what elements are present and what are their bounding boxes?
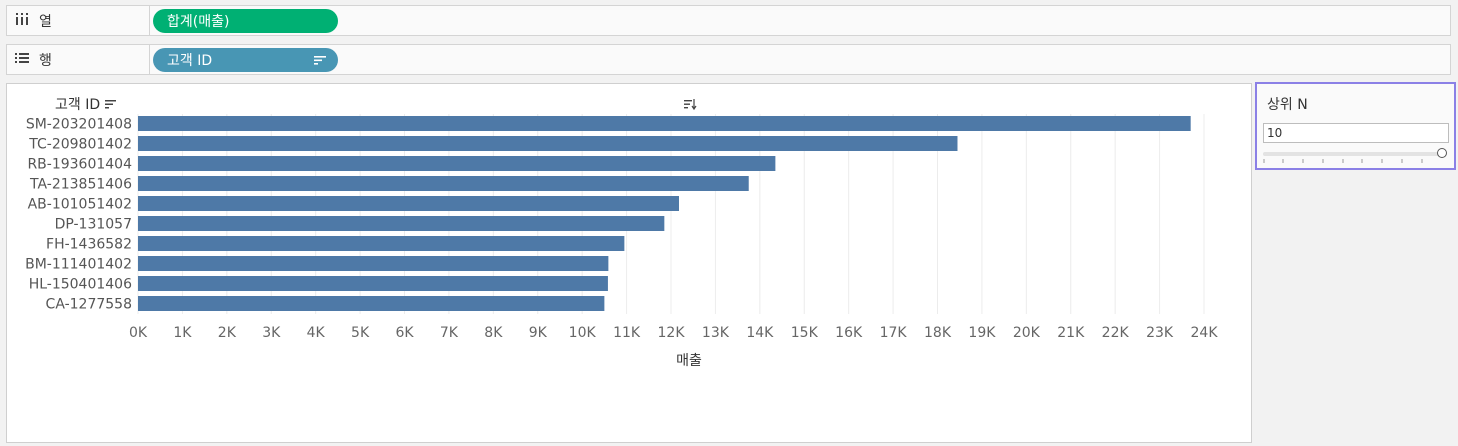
x-tick-label: 22K (1102, 325, 1130, 341)
customer-id-pill-label: 고객 ID (167, 53, 213, 69)
category-label: BM-111401402 (25, 257, 132, 273)
x-tick-label: 20K (1013, 325, 1041, 341)
x-tick-label: 14K (746, 325, 774, 341)
x-tick-label: 6K (395, 325, 414, 341)
x-tick-label: 17K (880, 325, 908, 341)
bar-chart: 고객 ID SM-203201408 TC-209801402 RB-1936014… (25, 97, 1218, 369)
top-n-parameter: 상위 N 10 (1255, 82, 1456, 170)
x-tick-label: 18K (924, 325, 952, 341)
sum-sales-pill-label: 합계(매출) (167, 14, 230, 30)
columns-icon (15, 13, 33, 28)
bar[interactable] (138, 116, 1191, 131)
x-tick-label: 1K (173, 325, 192, 341)
rows-shelf-label-area: 행 (7, 45, 150, 74)
sort-descending-icon (314, 56, 326, 65)
parameter-slider-ticks (1263, 159, 1423, 163)
x-tick-label: 4K (307, 325, 326, 341)
row-header[interactable]: 고객 ID (55, 97, 116, 113)
x-tick-label: 15K (791, 325, 819, 341)
bar[interactable] (138, 276, 608, 291)
category-label: DP-131057 (55, 217, 132, 233)
x-tick-label: 8K (484, 325, 503, 341)
rows-icon (15, 52, 33, 67)
sum-sales-pill[interactable]: 합계(매출) (153, 9, 338, 33)
x-tick-label: 23K (1146, 325, 1174, 341)
category-label: TC-209801402 (28, 137, 132, 153)
parameter-slider-track[interactable] (1263, 152, 1441, 156)
category-label: AB-101051402 (28, 197, 132, 213)
x-tick-label: 5K (351, 325, 370, 341)
x-tick-label: 9K (529, 325, 548, 341)
parameter-slider-thumb[interactable] (1437, 148, 1447, 158)
x-tick-label: 7K (440, 325, 459, 341)
x-axis-ticks: 0K 1K 2K 3K 4K 5K 6K 7K 8K 9K 10K 11K 12K 13K 14K 15K 16… (129, 325, 1218, 341)
category-labels: SM-203201408 TC-209801402 RB-193601404 TA-2… (25, 117, 132, 313)
columns-shelf: 열 합계(매출) (6, 5, 1451, 36)
x-tick-label: 11K (613, 325, 641, 341)
category-label: SM-203201408 (26, 117, 132, 133)
x-tick-label: 19K (968, 325, 996, 341)
x-tick-label: 12K (658, 325, 686, 341)
rows-shelf: 행 고객 ID (6, 44, 1451, 75)
category-label: CA-1277558 (46, 297, 132, 313)
parameter-title: 상위 N (1267, 97, 1308, 113)
bar[interactable] (138, 256, 609, 271)
bar[interactable] (138, 236, 625, 251)
row-header-label: 고객 ID (55, 97, 100, 113)
bar[interactable] (138, 296, 605, 311)
category-label: FH-1436582 (46, 237, 132, 253)
x-tick-label: 2K (218, 325, 237, 341)
x-tick-label: 16K (835, 325, 863, 341)
x-tick-label: 0K (129, 325, 148, 341)
bar[interactable] (138, 196, 679, 211)
x-tick-label: 24K (1191, 325, 1219, 341)
row-header-sort-icon[interactable] (105, 100, 116, 109)
chart-pane: 고객 ID SM-203201408 TC-209801402 RB-1936014… (6, 83, 1252, 443)
bar[interactable] (138, 136, 958, 151)
category-label: RB-193601404 (27, 157, 132, 173)
parameter-value-input[interactable]: 10 (1263, 123, 1449, 143)
x-tick-label: 10K (569, 325, 597, 341)
x-tick-label: 3K (262, 325, 281, 341)
x-tick-label: 21K (1057, 325, 1085, 341)
axis-sort-icon[interactable] (684, 99, 697, 111)
columns-shelf-label-area: 열 (7, 6, 150, 35)
x-axis-title: 매출 (676, 353, 702, 369)
columns-shelf-label: 열 (39, 13, 52, 30)
category-label: TA-213851406 (29, 177, 132, 193)
x-tick-label: 13K (702, 325, 730, 341)
bar[interactable] (138, 156, 776, 171)
customer-id-pill[interactable]: 고객 ID (153, 48, 338, 72)
rows-shelf-label: 행 (39, 52, 52, 69)
bar[interactable] (138, 216, 665, 231)
bars-layer (138, 116, 1191, 311)
bar[interactable] (138, 176, 749, 191)
category-label: HL-150401406 (29, 277, 132, 293)
